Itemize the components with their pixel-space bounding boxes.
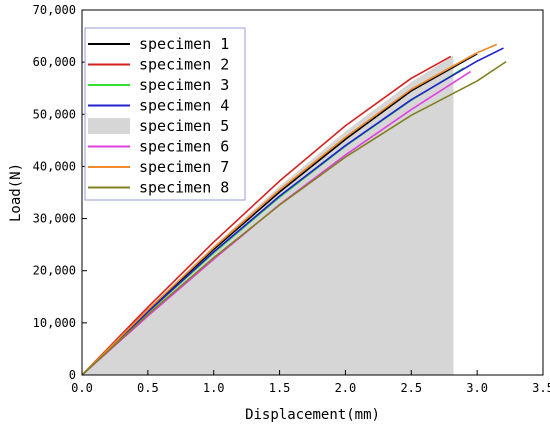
plot-frame xyxy=(81,9,544,376)
y-tick-label: 30,000 xyxy=(33,212,76,226)
x-tick-label: 3.0 xyxy=(466,381,488,395)
legend-label-specimen-2: specimen 2 xyxy=(139,56,229,74)
x-tick-label: 1.5 xyxy=(269,381,291,395)
x-tick-label: 0.0 xyxy=(71,381,93,395)
x-axis-title: Displacement(mm) xyxy=(245,407,380,423)
legend-label-specimen-7: specimen 7 xyxy=(139,158,229,176)
y-axis: 0 10,000 20,000 30,000 40,000 50,000 60,000 70,… xyxy=(33,3,87,382)
x-tick-label: 2.0 xyxy=(335,381,357,395)
x-axis: 0.0 0.5 1.0 1.5 2.0 2.5 3.0 3.5 xyxy=(71,370,550,395)
legend: specimen 1 specimen 2 specimen 3 specimen 4… xyxy=(84,27,246,201)
series-line-specimen-7 xyxy=(82,43,498,375)
legend-label-specimen-5: specimen 5 xyxy=(139,117,229,135)
legend-label-specimen-3: specimen 3 xyxy=(139,76,229,94)
y-axis-title: Load(N) xyxy=(8,163,24,222)
legend-label-specimen-4: specimen 4 xyxy=(139,97,229,115)
legend-swatch-specimen-5 xyxy=(88,118,130,134)
y-tick-label: 10,000 xyxy=(33,316,76,330)
legend-label-specimen-1: specimen 1 xyxy=(139,35,229,53)
x-tick-label: 2.5 xyxy=(400,381,422,395)
y-tick-label: 40,000 xyxy=(33,159,76,173)
series-line-specimen-8 xyxy=(82,60,507,375)
y-tick-label: 60,000 xyxy=(33,55,76,69)
legend-label-specimen-8: specimen 8 xyxy=(139,179,229,197)
y-tick-label: 0 xyxy=(69,368,76,382)
y-tick-label: 50,000 xyxy=(33,107,76,121)
legend-label-specimen-6: specimen 6 xyxy=(139,138,229,156)
x-tick-label: 1.0 xyxy=(203,381,225,395)
series-line-specimen-2 xyxy=(82,55,452,375)
series-layer xyxy=(82,43,507,375)
y-tick-label: 20,000 xyxy=(33,264,76,278)
series-line-specimen-4 xyxy=(82,47,504,375)
y-tick-label: 70,000 xyxy=(33,3,76,17)
x-tick-label: 3.5 xyxy=(532,381,550,395)
legend-frame xyxy=(84,27,246,201)
x-tick-label: 0.5 xyxy=(137,381,159,395)
